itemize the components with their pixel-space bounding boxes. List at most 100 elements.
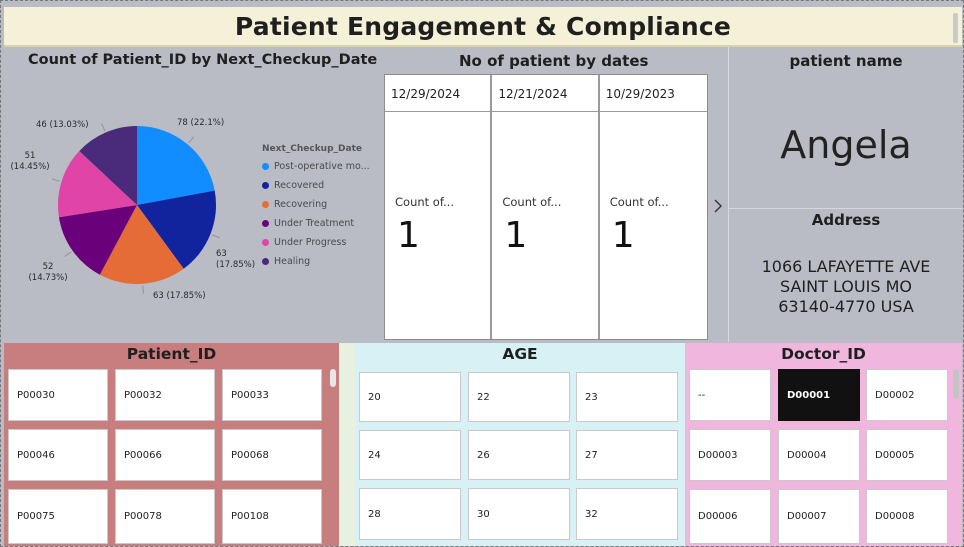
date-card-label: Count of... xyxy=(395,195,455,209)
slicer-tile-doctor[interactable]: D00008 xyxy=(866,489,948,544)
legend-label: Under Treatment xyxy=(274,218,355,229)
slicer-tile-patient[interactable]: P00066 xyxy=(115,429,215,481)
address-heading: Address xyxy=(811,211,881,229)
slice-leader-line xyxy=(212,234,220,239)
date-card-divider xyxy=(599,111,708,112)
legend-item-recovering[interactable]: Recovering xyxy=(262,199,327,210)
legend-dot xyxy=(262,258,269,265)
chevron-right-icon[interactable] xyxy=(713,199,723,217)
legend-dot xyxy=(262,163,269,170)
slicer-spacer xyxy=(339,343,355,546)
address-line-3: 63140-4770 USA xyxy=(778,297,914,316)
slicer-tile-doctor[interactable]: D00007 xyxy=(778,489,860,544)
date-card[interactable]: 10/29/2023 Count of... 1 xyxy=(599,75,708,339)
date-card-value: 1 xyxy=(397,215,420,256)
legend-title: Next_Checkup_Date xyxy=(262,144,362,154)
legend-item-healing[interactable]: Healing xyxy=(262,256,310,267)
slicer-tile-age[interactable]: 27 xyxy=(576,430,678,480)
date-card-value: 1 xyxy=(504,215,528,256)
slicer-tile-age[interactable]: 26 xyxy=(468,430,570,480)
doctor-id-scrollbar[interactable] xyxy=(953,369,959,399)
slice-label-recovering: 63 (17.85%) xyxy=(153,291,206,301)
legend-item-post-operative[interactable]: Post-operative mo... xyxy=(262,161,370,172)
slicer-tile-doctor[interactable]: D00005 xyxy=(866,429,948,481)
dates-visual-title: No of patient by dates xyxy=(459,52,649,70)
slicer-tile-patient[interactable]: P00075 xyxy=(8,489,108,544)
slicer-tile-age[interactable]: 24 xyxy=(359,430,461,480)
slicer-tile-patient[interactable]: P00068 xyxy=(222,429,322,481)
slicer-tile-age[interactable]: 22 xyxy=(468,372,570,422)
legend-label: Post-operative mo... xyxy=(274,161,370,172)
doctor-id-slicer[interactable]: Doctor_ID -- D00001 D00002 D00003 D00004… xyxy=(685,343,962,546)
slice-label-post-operative: 78 (22.1%) xyxy=(177,118,225,128)
address-line-1: 1066 LAFAYETTE AVE xyxy=(761,257,931,276)
date-card-label: Count of... xyxy=(609,195,669,209)
legend-dot xyxy=(262,182,269,189)
slicer-tile-patient[interactable]: P00046 xyxy=(8,429,108,481)
legend-dot xyxy=(262,220,269,227)
date-card-date: 12/29/2024 xyxy=(391,87,461,101)
slice-leader-line xyxy=(142,285,144,294)
pie-chart-panel[interactable]: Count of Patient_ID by Next_Checkup_Date… xyxy=(4,47,382,342)
patient-name-heading: patient name xyxy=(789,52,903,70)
slicer-tile-doctor[interactable]: D00003 xyxy=(689,429,771,481)
title-bar: Patient Engagement & Compliance xyxy=(4,7,962,47)
slicer-tile-doctor[interactable]: -- xyxy=(689,369,771,421)
age-slicer-title: AGE xyxy=(502,345,538,363)
pie-slice-under-progress[interactable] xyxy=(57,151,137,218)
date-card-divider xyxy=(492,111,598,112)
date-card[interactable]: 12/29/2024 Count of... 1 xyxy=(385,75,493,339)
date-card-date: 12/21/2024 xyxy=(498,87,568,101)
patient-id-slicer[interactable]: Patient_ID P00030 P00032 P00033 P00046 P… xyxy=(4,343,339,546)
legend-label: Healing xyxy=(274,256,311,267)
pie-slice-recovered[interactable] xyxy=(137,190,216,269)
slicer-tile-doctor[interactable]: D00002 xyxy=(866,369,948,421)
legend-label: Under Progress xyxy=(274,237,347,248)
slicer-tile-patient[interactable]: P00030 xyxy=(8,369,108,421)
date-card[interactable]: 12/21/2024 Count of... 1 xyxy=(492,75,600,339)
pie-slice-under-treatment[interactable] xyxy=(58,205,137,275)
pie-chart-title: Count of Patient_ID by Next_Checkup_Date xyxy=(28,52,378,68)
pie-chart[interactable] xyxy=(4,47,382,342)
slicer-tile-doctor-selected[interactable]: D00001 xyxy=(778,369,860,421)
slicer-tile-patient[interactable]: P00078 xyxy=(115,489,215,544)
slicer-tile-age[interactable]: 23 xyxy=(576,372,678,422)
legend-label: Recovered xyxy=(274,180,325,191)
slicer-tile-patient[interactable]: P00032 xyxy=(115,369,215,421)
legend-item-under-treatment[interactable]: Under Treatment xyxy=(262,218,354,229)
date-card-value: 1 xyxy=(611,215,635,256)
age-slicer[interactable]: AGE 20 22 23 24 26 27 28 30 32 xyxy=(355,343,685,546)
date-cards-container[interactable]: 12/29/2024 Count of... 1 12/21/2024 Coun… xyxy=(384,74,708,340)
slicer-tile-age[interactable]: 20 xyxy=(359,372,461,422)
pie-slice-healing[interactable] xyxy=(79,126,137,205)
patient-id-scrollbar[interactable] xyxy=(330,369,336,387)
slice-leader-line xyxy=(101,123,106,131)
slice-leader-line xyxy=(64,251,72,257)
doctor-id-slicer-title: Doctor_ID xyxy=(781,345,866,363)
slicer-tile-age[interactable]: 30 xyxy=(468,488,570,540)
slicer-tile-age[interactable]: 32 xyxy=(576,488,678,540)
title-scrollbar[interactable] xyxy=(953,13,958,43)
slice-label-healing: 46 (13.03%) xyxy=(36,120,89,130)
slicer-tile-patient[interactable]: P00033 xyxy=(222,369,322,421)
pie-slice-recovering[interactable] xyxy=(99,205,184,284)
slicer-tile-doctor[interactable]: D00004 xyxy=(778,429,860,481)
legend-dot xyxy=(262,239,269,246)
slicer-tile-age[interactable]: 28 xyxy=(359,488,461,540)
date-card-date: 10/29/2023 xyxy=(605,87,675,101)
legend-item-recovered[interactable]: Recovered xyxy=(262,180,324,191)
legend-dot xyxy=(262,201,269,208)
slice-leader-line xyxy=(188,136,195,144)
patient-name-value: Angela xyxy=(780,123,912,167)
slicer-tile-doctor[interactable]: D00006 xyxy=(689,489,771,544)
legend-label: Recovering xyxy=(274,199,328,210)
pie-slice-post-operative[interactable] xyxy=(137,126,215,205)
slicer-tile-patient[interactable]: P00108 xyxy=(222,489,322,544)
page-title: Patient Engagement & Compliance xyxy=(234,11,732,41)
date-card-divider xyxy=(385,111,491,112)
dates-visual-panel[interactable]: No of patient by dates 12/29/2024 Count … xyxy=(382,47,728,342)
legend-item-under-progress[interactable]: Under Progress xyxy=(262,237,346,248)
patient-id-slicer-title: Patient_ID xyxy=(126,345,217,363)
info-divider xyxy=(729,208,962,209)
